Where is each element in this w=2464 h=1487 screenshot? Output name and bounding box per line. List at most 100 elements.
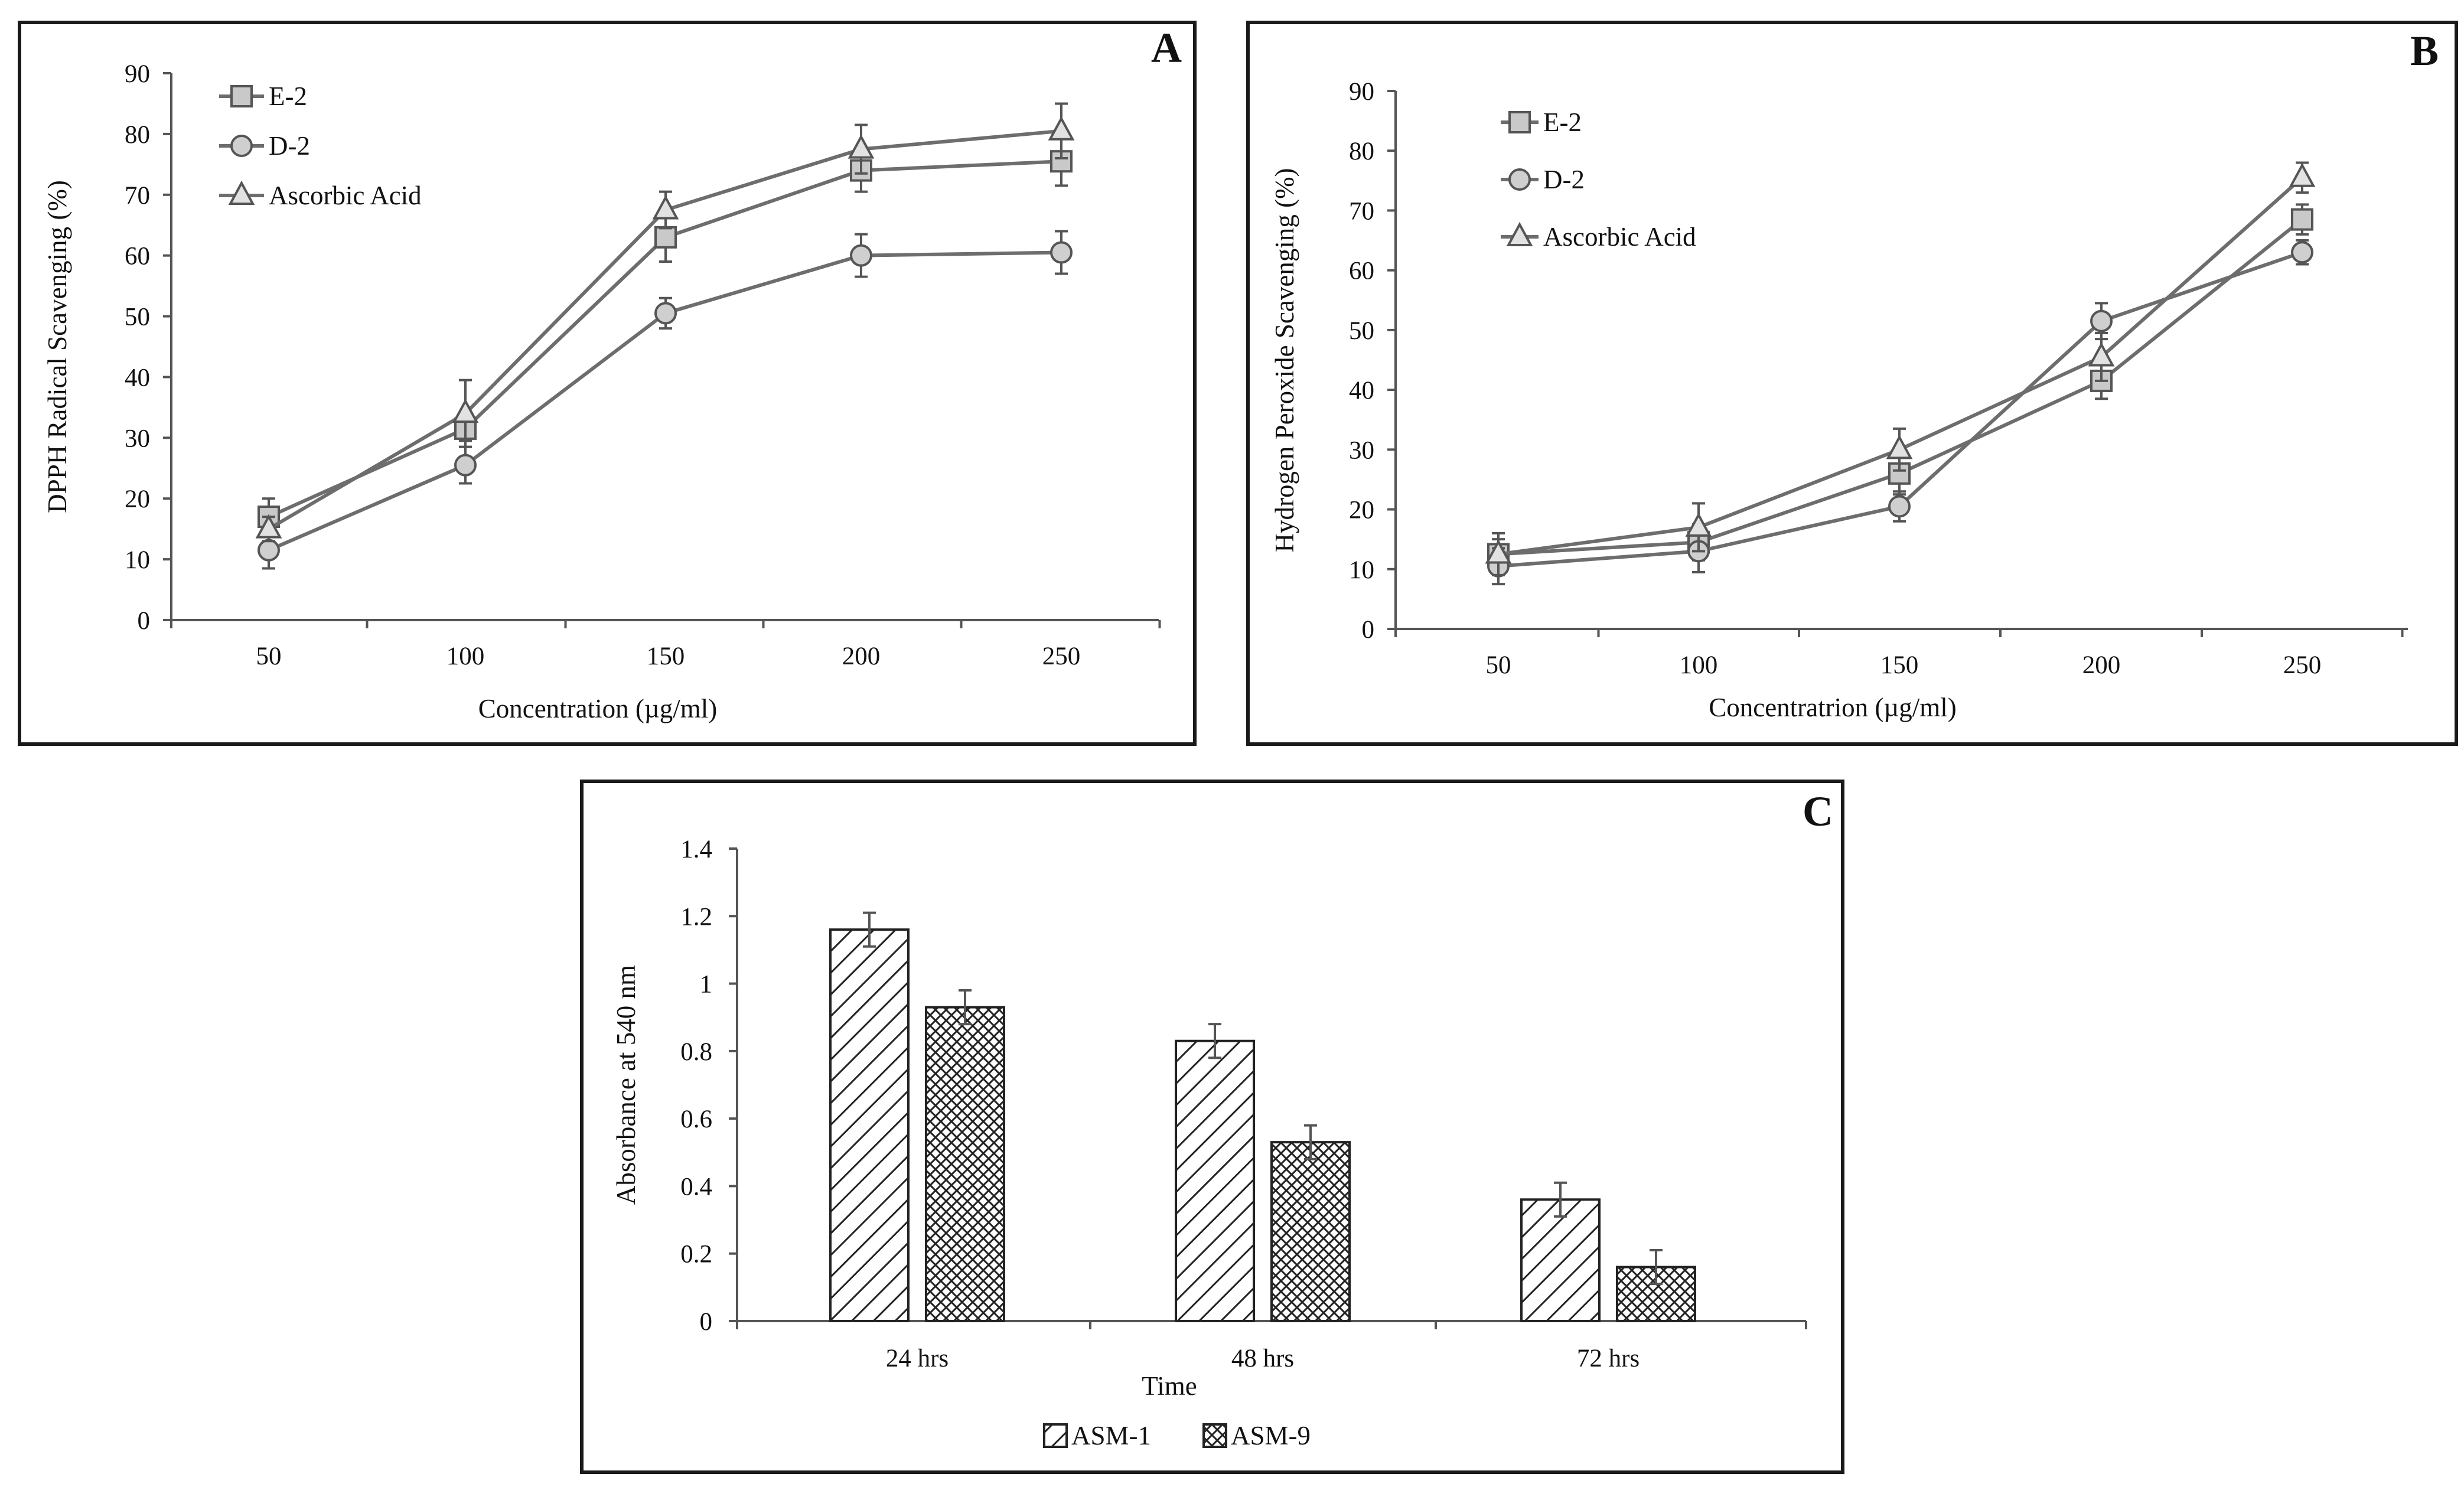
panel-a-x-tick-250: 250 bbox=[1042, 643, 1081, 670]
panel-b: B 0 10 20 30 40 50 60 70 80 90 50 100 150 200 250 Con… bbox=[1246, 21, 2458, 746]
panel-a-x-ticks: 50 100 150 200 250 bbox=[170, 620, 1161, 670]
panel-a-legend-marker-e-2 bbox=[230, 85, 253, 107]
panel-a-y-title: DPPH Radical Scavenging (%) bbox=[43, 180, 72, 513]
panel-b-point-ascorbic-acid-100 bbox=[1685, 512, 1712, 537]
panel-b-x-tick-250: 250 bbox=[2283, 651, 2322, 679]
panel-a-x-tick-100: 100 bbox=[446, 643, 485, 670]
panel-b-legend-item-e-2: E-2 bbox=[1501, 107, 1582, 137]
panel-b-y-tick-0: 0 bbox=[1362, 616, 1375, 644]
panel-b-legend-label-e-2: E-2 bbox=[1543, 107, 1582, 137]
panel-a-y-tick-20: 20 bbox=[125, 485, 150, 513]
panel-c-y-tick-0-4: 0.4 bbox=[680, 1173, 712, 1201]
panel-b-series bbox=[1485, 161, 2316, 586]
panel-b-frame bbox=[1246, 21, 2458, 746]
panel-b-y-title: Hydrogen Peroxide Scavenging (%) bbox=[1270, 168, 1299, 552]
panel-a-y-tick-60: 60 bbox=[125, 243, 150, 270]
panel-a-y-tick-30: 30 bbox=[125, 425, 150, 452]
panel-c-bar-asm-9-48-hrs bbox=[1270, 1141, 1351, 1322]
panel-b-y-tick-50: 50 bbox=[1349, 317, 1374, 345]
panel-c-legend-item-asm-1: ASM-1 bbox=[1043, 1421, 1151, 1450]
panel-b-x-tick-100: 100 bbox=[1680, 651, 1718, 679]
panel-c-x-tick-72-hrs: 72 hrs bbox=[1577, 1345, 1640, 1372]
panel-b-point-ascorbic-acid-50 bbox=[1485, 539, 1512, 564]
panel-b-y-tick-30: 30 bbox=[1349, 436, 1374, 464]
panel-c: C 0 0.2 0.4 0.6 0.8 1 1.2 1.4 24 hrs 48 hrs 72 hr… bbox=[580, 780, 1844, 1474]
panel-c-y-title: Absorbance at 540 nm bbox=[611, 965, 641, 1205]
panel-b-legend: E-2 D-2 Ascorbic Acid bbox=[1501, 107, 1696, 252]
panel-c-y-tick-0: 0 bbox=[700, 1308, 713, 1336]
panel-a-point-d-2-200 bbox=[850, 244, 872, 267]
panel-a-point-ascorbic-acid-200 bbox=[848, 134, 875, 159]
panel-b-y-tick-40: 40 bbox=[1349, 377, 1374, 405]
panel-a-y-tick-40: 40 bbox=[125, 364, 150, 392]
panel-b-y-tick-70: 70 bbox=[1349, 197, 1374, 225]
panel-b-y-tick-10: 10 bbox=[1349, 556, 1374, 584]
panel-b-point-ascorbic-acid-150 bbox=[1886, 435, 1913, 459]
panel-a-x-tick-50: 50 bbox=[256, 643, 282, 670]
panel-c-y-tick-0-6: 0.6 bbox=[680, 1106, 712, 1133]
panel-b-point-e-2-250 bbox=[2291, 208, 2313, 231]
panel-a-legend-item-d-2: D-2 bbox=[219, 131, 310, 161]
panel-a-point-ascorbic-acid-150 bbox=[652, 195, 679, 220]
panel-b-series-d-2 bbox=[1487, 239, 2313, 586]
panel-a-point-d-2-100 bbox=[454, 454, 477, 477]
panel-a-series-ascorbic-acid bbox=[255, 102, 1075, 543]
panel-c-frame bbox=[580, 780, 1844, 1474]
panel-a-series-d-2 bbox=[258, 230, 1073, 570]
panel-b-legend-label-ascorbic-acid: Ascorbic Acid bbox=[1543, 222, 1696, 252]
panel-a: A 0 10 20 30 40 50 60 70 80 90 50 100 150 200 250 Con… bbox=[18, 21, 1197, 746]
panel-a-point-ascorbic-acid-100 bbox=[452, 398, 479, 423]
panel-b-point-d-2-200 bbox=[2090, 309, 2113, 332]
panel-a-legend-marker-d-2 bbox=[230, 135, 253, 157]
panel-a-legend-label-e-2: E-2 bbox=[269, 81, 307, 111]
panel-b-point-d-2-150 bbox=[1888, 495, 1911, 518]
panel-b-x-title: Concentratrion (µg/ml) bbox=[1709, 693, 1957, 722]
panel-a-point-ascorbic-acid-250 bbox=[1048, 116, 1075, 141]
panel-a-y-tick-90: 90 bbox=[125, 60, 150, 88]
panel-a-y-tick-50: 50 bbox=[125, 304, 150, 331]
panel-c-y-tick-1: 1 bbox=[700, 971, 713, 999]
panel-a-series bbox=[255, 102, 1075, 570]
panel-a-point-d-2-250 bbox=[1050, 241, 1073, 264]
panel-a-letter: A bbox=[1151, 24, 1182, 71]
panel-b-y-ticks: 0 10 20 30 40 50 60 70 80 90 bbox=[1349, 78, 1396, 644]
panel-c-bar-asm-1-48-hrs bbox=[1175, 1039, 1255, 1322]
panel-b-x-tick-200: 200 bbox=[2082, 651, 2121, 679]
panel-b-x-tick-150: 150 bbox=[1880, 651, 1919, 679]
panel-c-y-tick-0-2: 0.2 bbox=[680, 1241, 712, 1268]
panel-c-legend-label-asm-1: ASM-1 bbox=[1071, 1421, 1151, 1450]
panel-b-x-ticks: 50 100 150 200 250 bbox=[1394, 629, 2404, 679]
panel-b-legend-item-ascorbic-acid: Ascorbic Acid bbox=[1501, 221, 1696, 252]
panel-b-legend-item-d-2: D-2 bbox=[1501, 165, 1585, 194]
panel-a-y-tick-10: 10 bbox=[125, 546, 150, 574]
panel-c-y-tick-0-8: 0.8 bbox=[680, 1038, 712, 1066]
panel-a-point-d-2-150 bbox=[654, 302, 677, 325]
panel-a-point-e-2-150 bbox=[654, 226, 677, 249]
panel-c-x-title: Time bbox=[1142, 1371, 1197, 1401]
panel-c-legend-swatch-asm-9 bbox=[1202, 1423, 1227, 1448]
panel-a-x-title: Concentration (µg/ml) bbox=[478, 694, 718, 723]
panel-a-point-d-2-50 bbox=[258, 539, 280, 562]
panel-a-y-tick-70: 70 bbox=[125, 182, 150, 210]
panel-c-legend-swatch-asm-1 bbox=[1043, 1423, 1068, 1448]
panel-c-bars bbox=[829, 911, 1696, 1323]
panel-b-point-ascorbic-acid-250 bbox=[2289, 162, 2316, 187]
panel-c-bar-asm-1-72-hrs bbox=[1520, 1198, 1601, 1323]
panel-b-legend-marker-d-2 bbox=[1508, 168, 1531, 191]
panel-c-y-tick-1-2: 1.2 bbox=[680, 903, 712, 931]
panel-b-y-tick-20: 20 bbox=[1349, 497, 1374, 524]
panel-b-y-tick-60: 60 bbox=[1349, 257, 1374, 285]
panel-b-point-d-2-250 bbox=[2291, 241, 2313, 264]
panel-a-legend-item-e-2: E-2 bbox=[219, 81, 307, 111]
panel-b-legend-marker-e-2 bbox=[1508, 111, 1531, 133]
panel-c-legend: ASM-1 ASM-9 bbox=[1043, 1421, 1311, 1450]
panel-b-point-ascorbic-acid-200 bbox=[2088, 342, 2115, 367]
panel-c-x-tick-48-hrs: 48 hrs bbox=[1231, 1345, 1294, 1372]
panel-c-series-asm-1 bbox=[829, 911, 1601, 1323]
panel-a-point-ascorbic-acid-50 bbox=[255, 514, 282, 539]
panel-b-series-ascorbic-acid bbox=[1485, 161, 2316, 576]
panel-c-x-tick-24-hrs: 24 hrs bbox=[886, 1345, 949, 1372]
panel-a-legend: E-2 D-2 Ascorbic Acid bbox=[219, 81, 422, 210]
panel-a-frame bbox=[18, 21, 1197, 746]
